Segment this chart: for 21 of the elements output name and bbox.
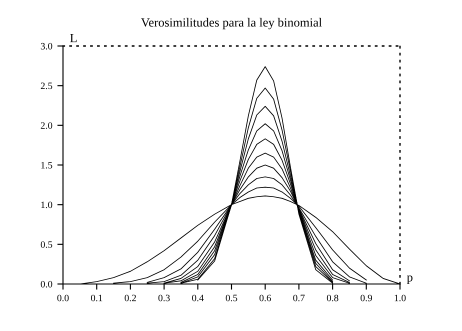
x-tick-label: 0.6 [259, 294, 271, 302]
x-tick-label: 0.2 [124, 294, 136, 302]
x-tick-label: 0.1 [90, 294, 102, 302]
y-tick-label: 1.0 [41, 202, 52, 208]
y-tick-label: 1.5 [41, 162, 52, 169]
x-axis-title: p [406, 275, 412, 284]
y-tick-label: 2.5 [40, 82, 52, 90]
y-tick-label: 3.0 [40, 42, 52, 50]
y-tick-label: 0.0 [40, 280, 52, 288]
x-tick-label: 0.3 [158, 294, 170, 302]
y-axis-title: L [70, 34, 77, 42]
x-tick-label: 0.4 [192, 294, 204, 302]
x-tick-label: 0.9 [360, 294, 372, 302]
x-tick-label: 0.7 [293, 294, 305, 302]
x-tick-label: 1.0 [394, 294, 406, 302]
y-tick-label: 0.5 [40, 241, 52, 248]
chart-title: Verosimilitudes para la ley binomial [141, 18, 322, 30]
x-tick-label: 0.5 [226, 294, 238, 302]
x-tick-label: 0.8 [326, 294, 338, 302]
y-tick-label: 2.0 [40, 122, 52, 129]
x-tick-label: 0.0 [57, 294, 69, 302]
